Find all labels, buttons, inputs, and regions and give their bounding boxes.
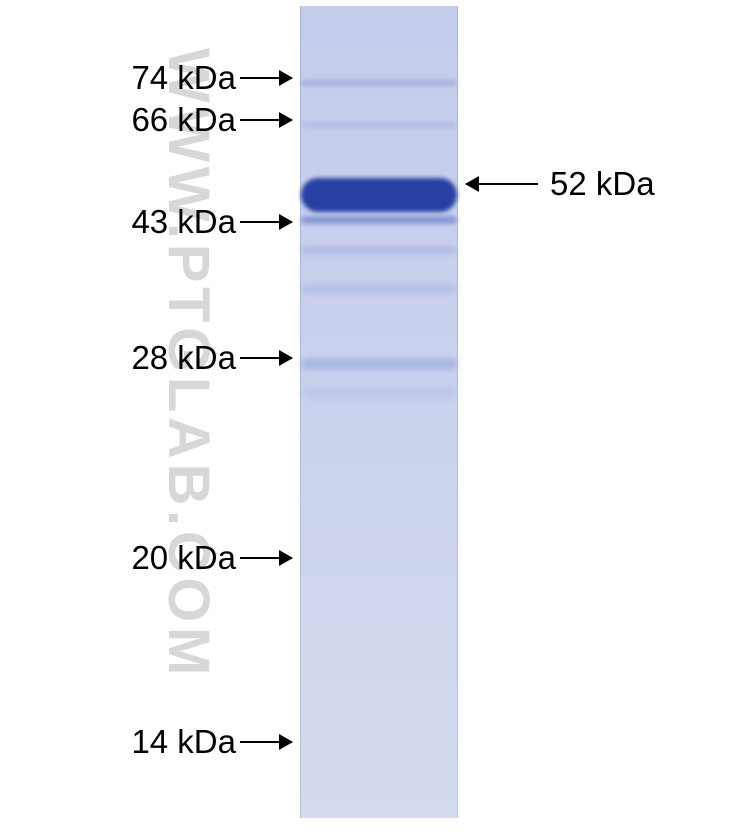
arrow-right-icon [240,357,292,359]
mw-marker-label: 66 kDa [131,101,236,139]
arrow-right-icon [240,741,292,743]
gel-band [301,284,457,294]
gel-band [301,80,457,86]
gel-band [301,388,457,398]
target-band-label: 52 kDa [550,165,655,203]
arrow-right-icon [240,557,292,559]
mw-marker-label-text: 14 kDa [131,723,236,761]
mw-marker-label-text: 66 kDa [131,101,236,139]
mw-marker-label: 43 kDa [131,203,236,241]
mw-marker-label: 74 kDa [131,59,236,97]
mw-marker-label: 14 kDa [131,723,236,761]
gel-band [301,178,457,212]
sds-page-gel-diagram: WWW.PTGLAB.COM 74 kDa66 kDa43 kDa28 kDa2… [0,0,740,833]
mw-marker-label-text: 20 kDa [131,539,236,577]
mw-marker-label: 28 kDa [131,339,236,377]
arrow-right-icon [240,119,292,121]
gel-band [301,122,457,128]
gel-band [301,358,457,370]
gel-lane [300,6,458,818]
mw-marker-label-text: 43 kDa [131,203,236,241]
target-band-label-text: 52 kDa [550,165,655,203]
arrow-left-icon [466,183,538,185]
arrow-right-icon [240,77,292,79]
mw-marker-label-text: 74 kDa [131,59,236,97]
gel-band [301,246,457,254]
gel-band [301,216,457,224]
mw-marker-label-text: 28 kDa [131,339,236,377]
arrow-right-icon [240,221,292,223]
mw-marker-label: 20 kDa [131,539,236,577]
